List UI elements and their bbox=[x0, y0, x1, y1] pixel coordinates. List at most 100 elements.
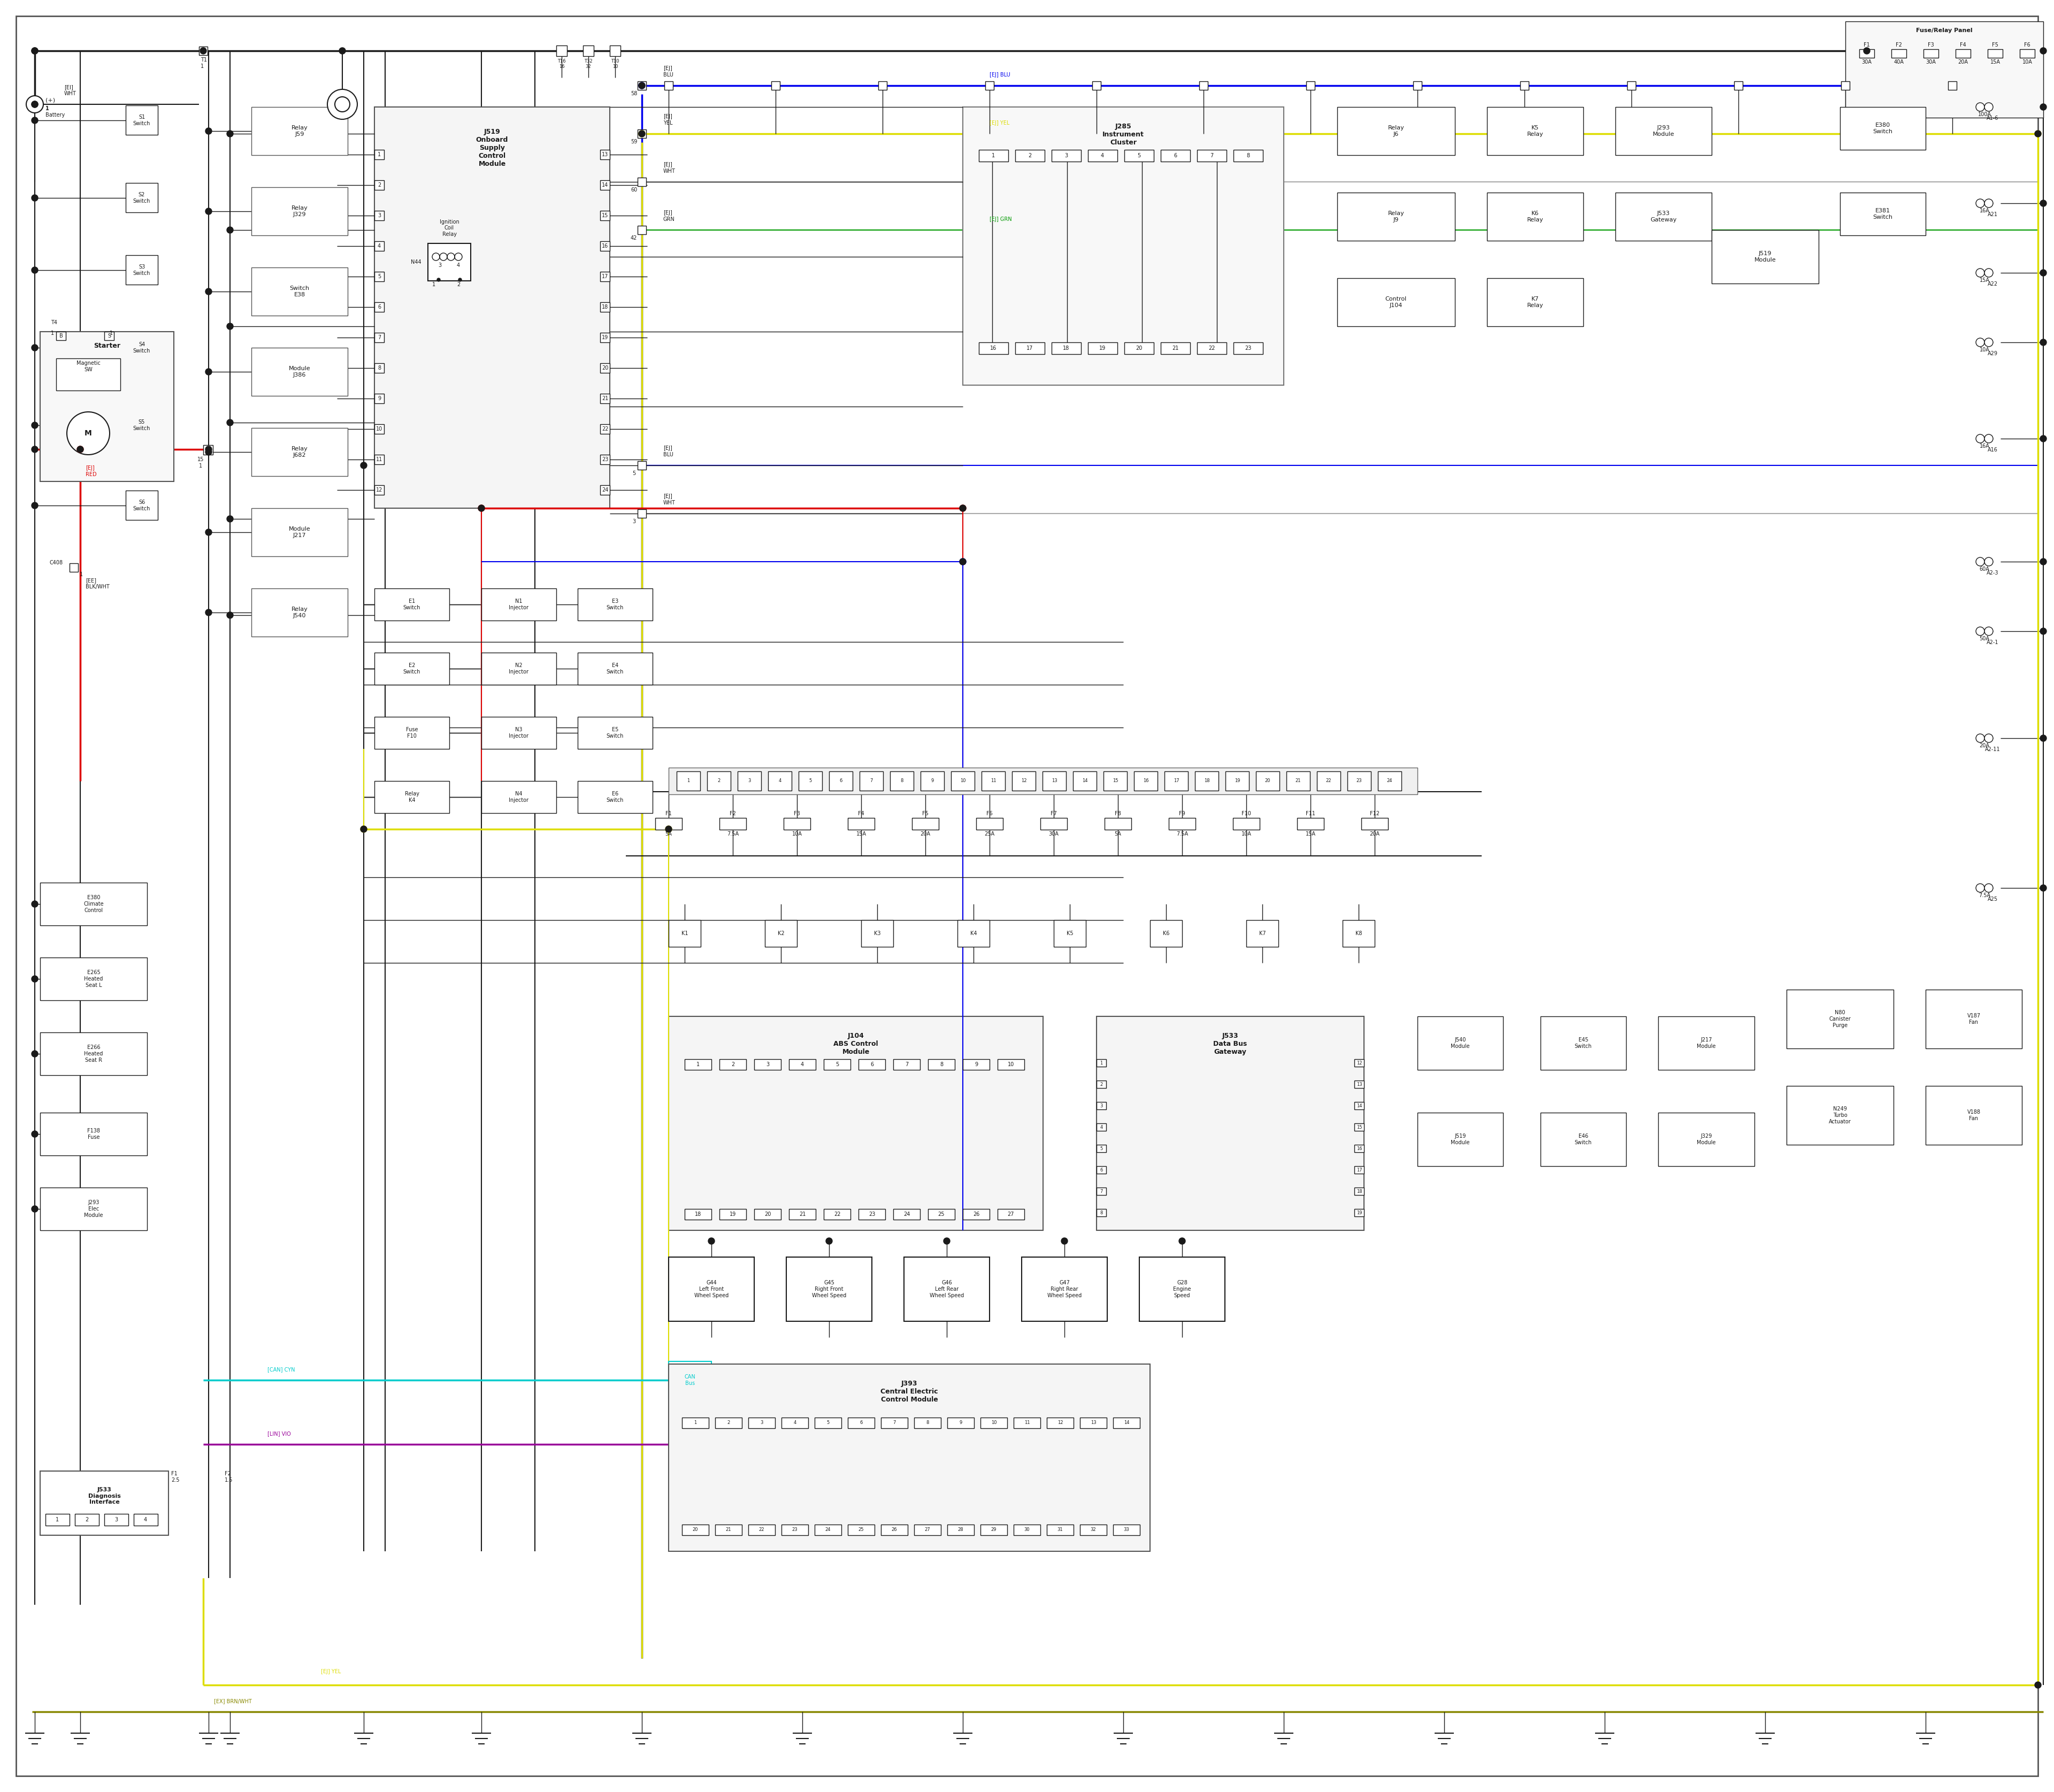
Bar bbox=[374, 242, 384, 251]
Bar bbox=[374, 781, 450, 814]
Bar bbox=[577, 781, 653, 814]
Text: 24: 24 bbox=[1386, 778, 1393, 783]
Bar bbox=[125, 333, 158, 362]
Text: 4: 4 bbox=[801, 1063, 803, 1068]
Bar bbox=[374, 211, 384, 220]
Circle shape bbox=[2040, 104, 2046, 109]
Text: 18: 18 bbox=[602, 305, 608, 310]
Bar bbox=[848, 1417, 875, 1428]
Text: 24: 24 bbox=[826, 1527, 830, 1532]
Text: Relay
J9: Relay J9 bbox=[1389, 211, 1405, 222]
Text: K2: K2 bbox=[778, 930, 785, 935]
Text: J519
Onboard
Supply
Control
Module: J519 Onboard Supply Control Module bbox=[477, 129, 507, 167]
Text: 3: 3 bbox=[633, 520, 635, 525]
Bar bbox=[251, 108, 347, 156]
Text: Fuse/Relay Panel: Fuse/Relay Panel bbox=[1916, 29, 1972, 34]
Circle shape bbox=[1984, 339, 1992, 346]
Bar bbox=[1097, 1124, 1107, 1131]
Text: 8: 8 bbox=[1247, 152, 1249, 158]
Text: 7: 7 bbox=[1099, 1188, 1103, 1193]
Text: J533
Diagnosis
Interface: J533 Diagnosis Interface bbox=[88, 1487, 121, 1505]
Text: [EX] BRN/WHT: [EX] BRN/WHT bbox=[214, 1699, 253, 1704]
Text: 1: 1 bbox=[55, 1518, 60, 1523]
Bar bbox=[848, 817, 875, 830]
Circle shape bbox=[205, 529, 212, 536]
Text: 1: 1 bbox=[696, 1063, 700, 1068]
Bar bbox=[577, 717, 653, 749]
Bar bbox=[600, 211, 610, 220]
Circle shape bbox=[709, 1238, 715, 1244]
Circle shape bbox=[943, 1238, 949, 1244]
Circle shape bbox=[959, 559, 965, 564]
Text: 15A: 15A bbox=[1980, 278, 1990, 283]
Bar bbox=[1200, 81, 1208, 90]
Text: F9: F9 bbox=[1179, 812, 1185, 817]
Bar bbox=[427, 244, 470, 281]
Text: [EI]
WHT: [EI] WHT bbox=[64, 84, 76, 97]
Text: 18: 18 bbox=[1062, 346, 1070, 351]
Text: 24: 24 bbox=[904, 1211, 910, 1217]
Text: K8: K8 bbox=[1356, 930, 1362, 935]
Text: F7: F7 bbox=[1050, 812, 1058, 817]
Circle shape bbox=[665, 826, 672, 831]
Text: N249
Turbo
Actuator: N249 Turbo Actuator bbox=[1828, 1106, 1851, 1124]
Bar bbox=[1362, 817, 1389, 830]
Bar bbox=[1097, 1145, 1107, 1152]
Text: F5: F5 bbox=[1992, 43, 1999, 48]
Circle shape bbox=[226, 131, 234, 136]
Text: E381
Switch: E381 Switch bbox=[1873, 208, 1892, 220]
Bar bbox=[41, 883, 148, 925]
Bar bbox=[374, 364, 384, 373]
Text: K5: K5 bbox=[1066, 930, 1072, 935]
Bar bbox=[74, 1514, 99, 1525]
Text: 27: 27 bbox=[924, 1527, 930, 1532]
Bar bbox=[781, 1525, 807, 1536]
Text: V188
Fan: V188 Fan bbox=[1968, 1109, 1980, 1122]
Bar bbox=[41, 1032, 148, 1075]
Text: 23: 23 bbox=[1356, 778, 1362, 783]
Text: Relay
J329: Relay J329 bbox=[292, 206, 308, 217]
Text: 18: 18 bbox=[1356, 1188, 1362, 1193]
Text: 17: 17 bbox=[1027, 346, 1033, 351]
Bar bbox=[1097, 1016, 1364, 1231]
Circle shape bbox=[2040, 435, 2046, 443]
Bar bbox=[125, 183, 158, 213]
Text: 13: 13 bbox=[1052, 778, 1058, 783]
Text: Starter: Starter bbox=[94, 342, 121, 349]
Text: 1: 1 bbox=[694, 1421, 696, 1425]
Text: 5: 5 bbox=[1101, 1147, 1103, 1150]
Text: 15: 15 bbox=[1356, 1125, 1362, 1129]
Bar bbox=[251, 428, 347, 477]
Text: 15A: 15A bbox=[857, 831, 867, 837]
Text: 33: 33 bbox=[1124, 1527, 1130, 1532]
Bar bbox=[684, 1059, 711, 1070]
Bar bbox=[670, 919, 700, 946]
Bar bbox=[600, 303, 610, 312]
Text: 2: 2 bbox=[84, 1518, 88, 1523]
Text: 14: 14 bbox=[1124, 1421, 1130, 1425]
Text: 24: 24 bbox=[602, 487, 608, 493]
Circle shape bbox=[327, 90, 357, 120]
Text: A16: A16 bbox=[1988, 448, 1999, 453]
Bar bbox=[1140, 1256, 1224, 1321]
Bar bbox=[980, 1525, 1006, 1536]
Text: E380
Switch: E380 Switch bbox=[1873, 122, 1892, 134]
Text: T1
1: T1 1 bbox=[201, 57, 207, 68]
Bar bbox=[947, 1417, 974, 1428]
Text: F1
2.5: F1 2.5 bbox=[170, 1471, 179, 1482]
Bar bbox=[719, 1210, 746, 1220]
Bar bbox=[374, 108, 610, 509]
Text: [EJ] GRN: [EJ] GRN bbox=[990, 217, 1013, 222]
Bar bbox=[976, 817, 1002, 830]
Text: 1: 1 bbox=[378, 152, 380, 158]
Text: [EJ]
GRN: [EJ] GRN bbox=[663, 210, 676, 222]
Bar bbox=[748, 1525, 774, 1536]
Text: T10
10: T10 10 bbox=[610, 59, 618, 70]
Circle shape bbox=[665, 826, 672, 831]
Text: 5: 5 bbox=[1138, 152, 1140, 158]
Text: 7: 7 bbox=[1210, 152, 1214, 158]
Text: Module
J217: Module J217 bbox=[290, 527, 310, 538]
Text: 10: 10 bbox=[959, 778, 965, 783]
Circle shape bbox=[438, 278, 440, 281]
Bar bbox=[1165, 771, 1187, 790]
